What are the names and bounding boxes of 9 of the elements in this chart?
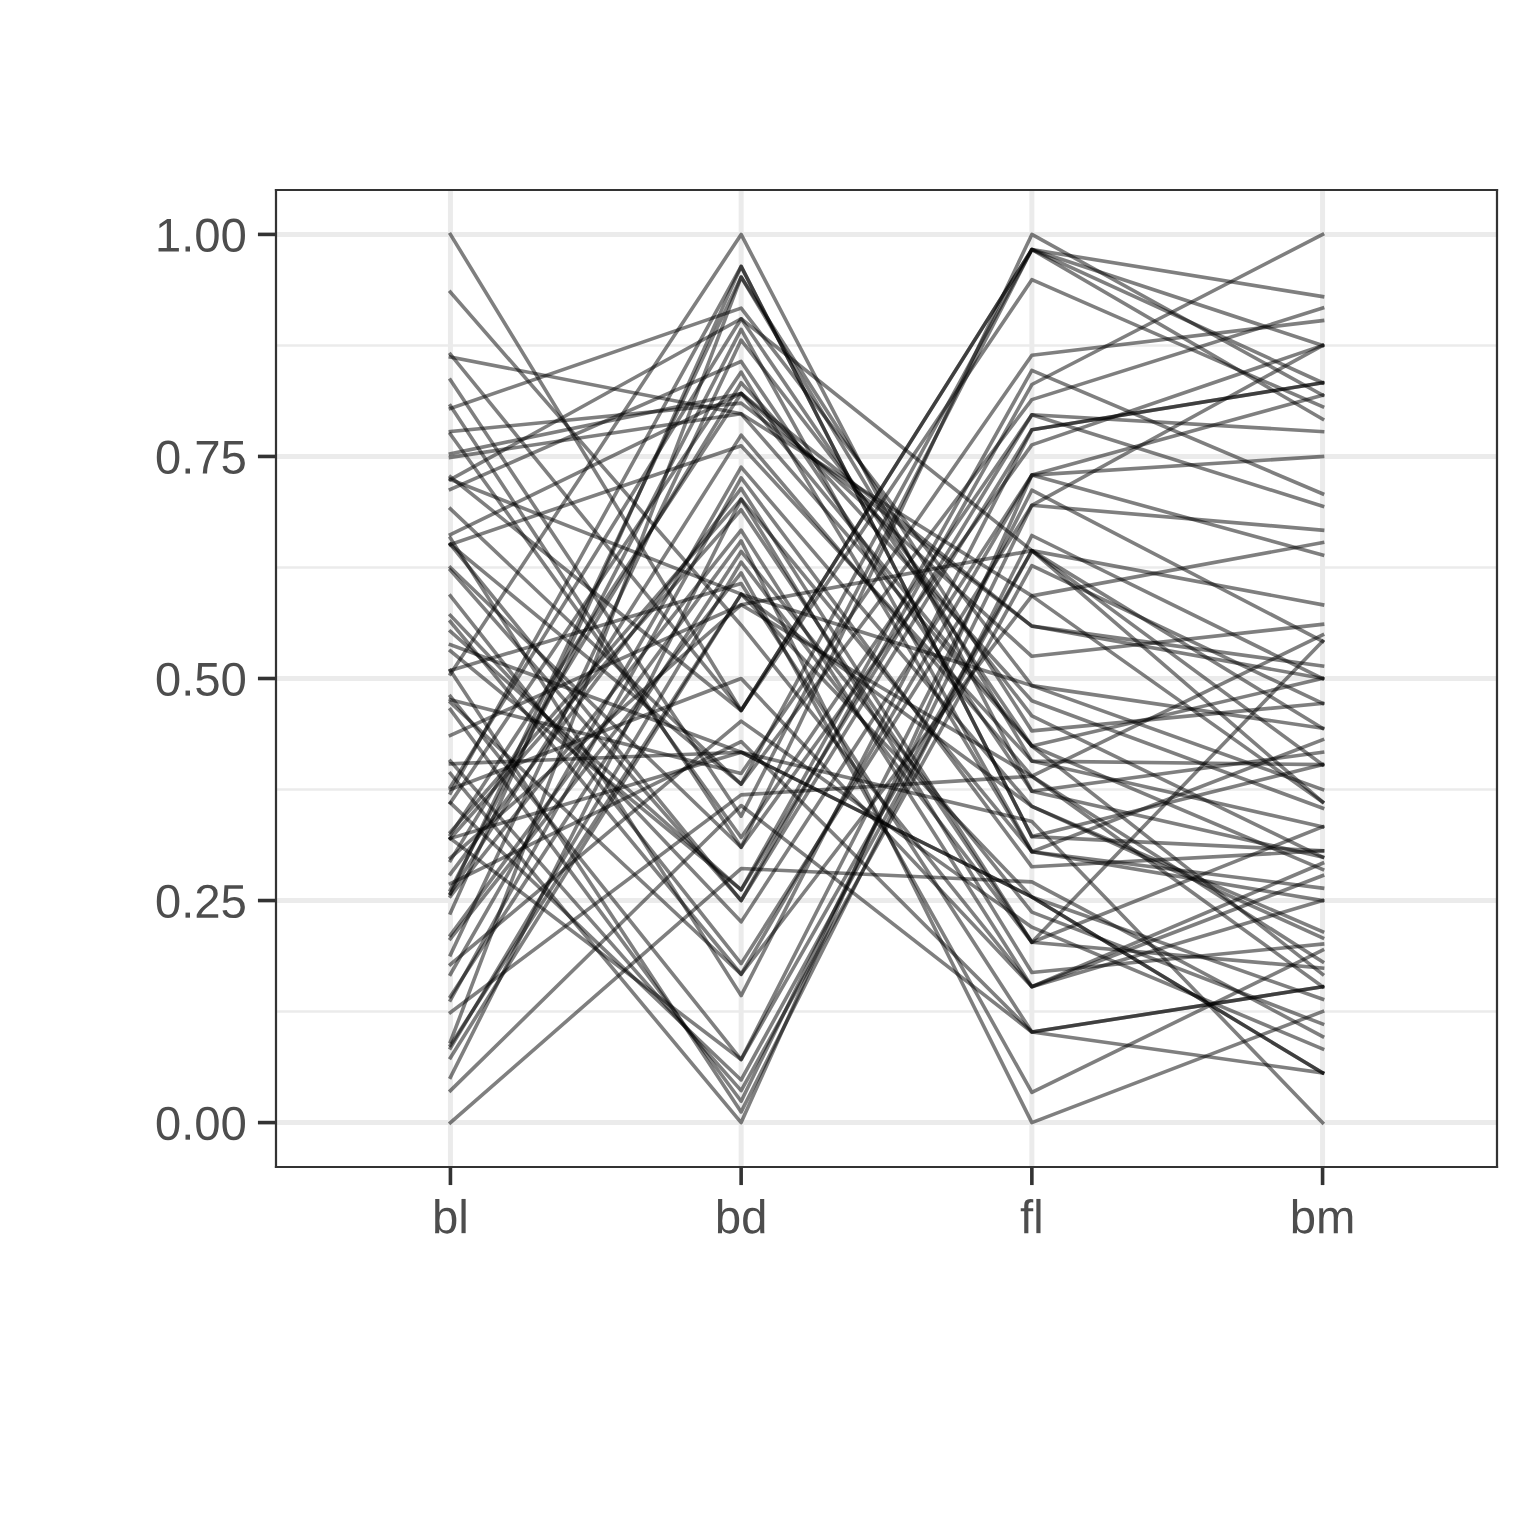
y-tick-label: 1.00 (158, 218, 245, 252)
y-tick-label: 0.50 (156, 662, 245, 697)
y-tick-label: 0.00 (156, 1106, 245, 1141)
x-tick-label: fl (1020, 1198, 1041, 1234)
x-tick-label: bd (717, 1198, 765, 1234)
x-tick-label: bl (435, 1198, 466, 1234)
y-tick-label: 0.75 (156, 440, 245, 475)
y-tick-label: 0.25 (156, 884, 245, 919)
x-tick-label: bm (1292, 1198, 1353, 1234)
